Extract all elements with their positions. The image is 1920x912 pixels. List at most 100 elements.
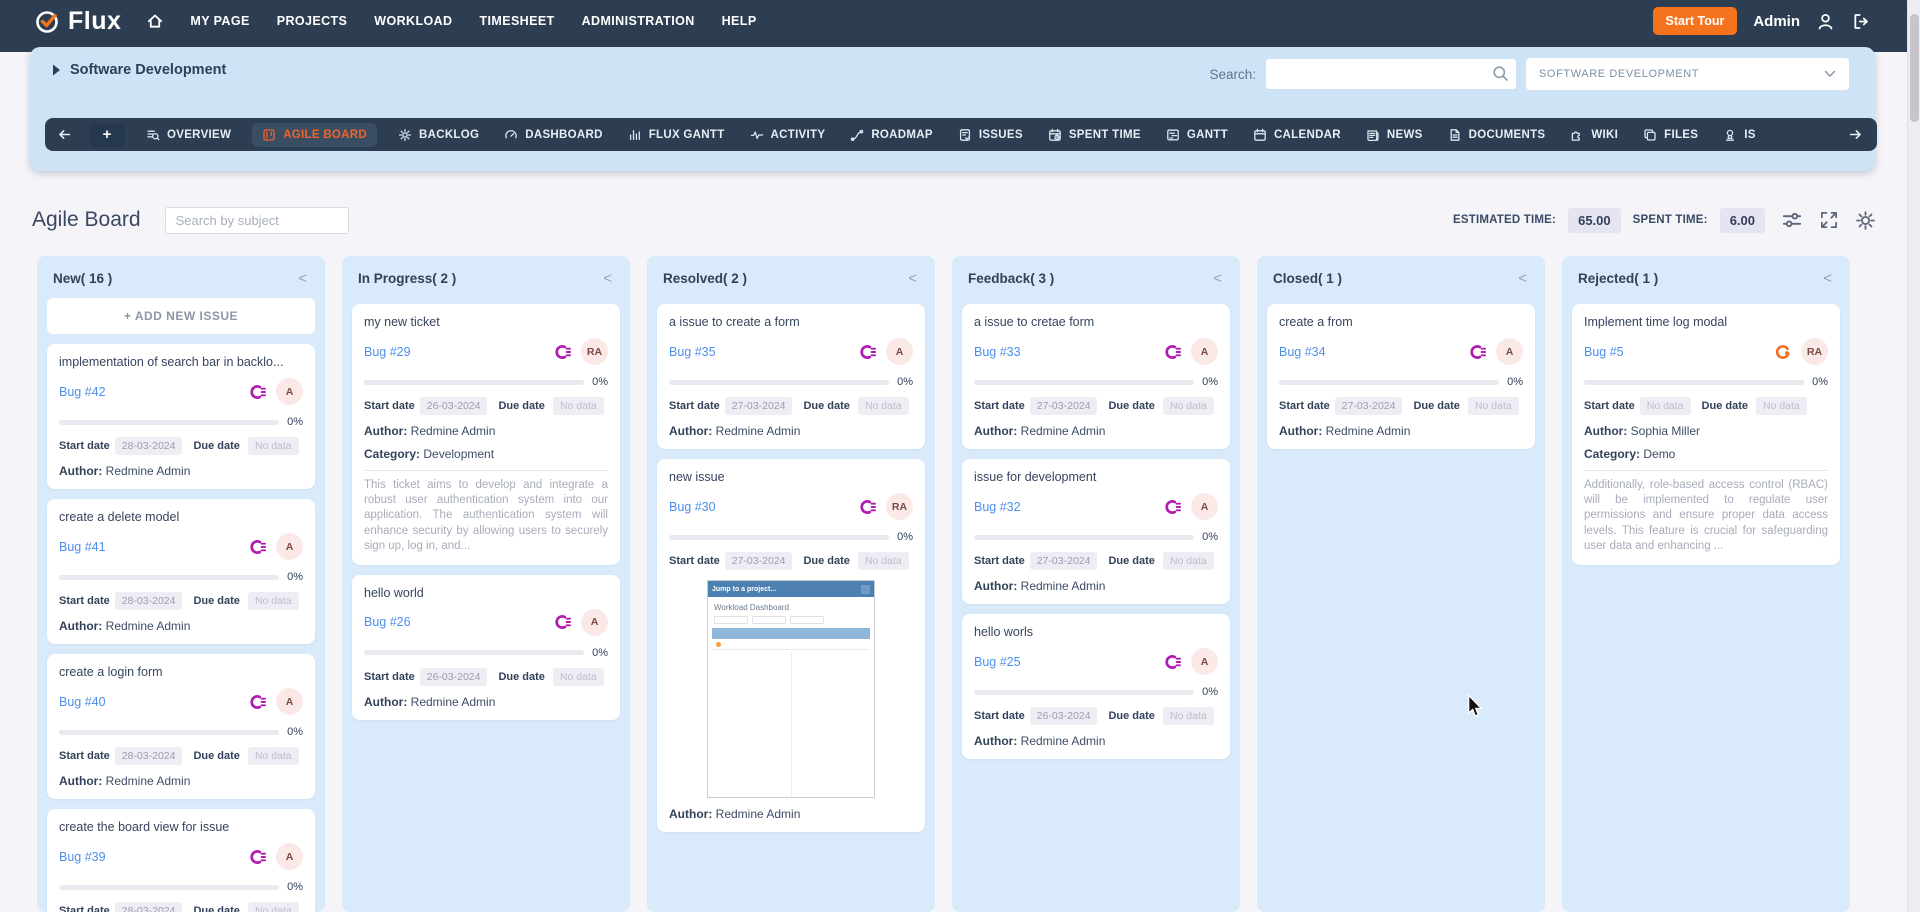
- due-date-value: No data: [1162, 707, 1214, 725]
- collapse-column-icon[interactable]: <: [1213, 270, 1222, 287]
- board-column-resolved: Resolved( 2 ) < a issue to create a form Bu…: [647, 256, 935, 912]
- issue-title: create a from: [1279, 315, 1353, 329]
- collapse-column-icon[interactable]: <: [908, 270, 917, 287]
- tabs-scroll-right-icon[interactable]: [1848, 127, 1863, 142]
- due-date-label: Due date: [1108, 710, 1155, 722]
- issue-link[interactable]: Bug #40: [59, 694, 106, 709]
- start-date-value: 27-03-2024: [1029, 552, 1098, 570]
- issue-card[interactable]: new issue Bug #30 RA 0% Start date 27-03-2024…: [657, 459, 925, 832]
- collapse-column-icon[interactable]: <: [1518, 270, 1527, 287]
- nav-item-administration[interactable]: ADMINISTRATION: [581, 14, 695, 28]
- tabs-scroll-left-icon[interactable]: [57, 127, 72, 142]
- tab-wiki[interactable]: WIKI: [1566, 123, 1622, 147]
- issue-link[interactable]: Bug #41: [59, 539, 106, 554]
- page-scrollbar[interactable]: [1907, 0, 1920, 912]
- start-tour-button[interactable]: Start Tour: [1652, 7, 1738, 35]
- issue-link[interactable]: Bug #39: [59, 849, 106, 864]
- issue-link[interactable]: Bug #34: [1279, 344, 1326, 359]
- issue-author: Author: Redmine Admin: [59, 464, 191, 478]
- issue-link[interactable]: Bug #35: [669, 344, 716, 359]
- issue-card[interactable]: a issue to cretae form Bug #33 A 0% Start da…: [962, 304, 1230, 449]
- spent-time-value: 6.00: [1719, 207, 1765, 233]
- logout-icon[interactable]: [1851, 12, 1870, 31]
- user-name[interactable]: Admin: [1753, 12, 1800, 30]
- issue-card[interactable]: implementation of search bar in backlo..…: [47, 344, 315, 489]
- nav-item-timesheet[interactable]: TIMESHEET: [479, 14, 555, 28]
- due-date-value: No data: [247, 902, 299, 912]
- thumbnail-body: Workload Dashboard: [708, 603, 874, 797]
- tab-is[interactable]: IS: [1719, 123, 1759, 147]
- nav-item-workload[interactable]: WORKLOAD: [374, 14, 453, 28]
- thumbnail-header-text: Jump to a project...: [712, 585, 777, 593]
- tab-overview[interactable]: OVERVIEW: [142, 123, 235, 147]
- progress-bar: [1584, 379, 1805, 385]
- tab-activity[interactable]: ACTIVITY: [746, 123, 830, 147]
- bug-tracker-icon: [858, 344, 877, 360]
- fullscreen-icon[interactable]: [1819, 210, 1839, 230]
- issue-link[interactable]: Bug #29: [364, 344, 411, 359]
- issue-card[interactable]: issue for development Bug #32 A 0% Start dat…: [962, 459, 1230, 604]
- bug-tracker-icon: [1163, 344, 1182, 360]
- tab-files[interactable]: FILES: [1639, 123, 1702, 147]
- search-label: Search:: [1209, 66, 1256, 82]
- issue-card[interactable]: hello worls Bug #25 A 0% Start date 26-03-202…: [962, 614, 1230, 759]
- subject-search-input[interactable]: [164, 206, 349, 234]
- issue-link[interactable]: Bug #30: [669, 499, 716, 514]
- collapse-column-icon[interactable]: <: [298, 270, 307, 287]
- overview-icon: [146, 128, 160, 142]
- tab-documents[interactable]: DOCUMENTS: [1444, 123, 1550, 147]
- issue-link[interactable]: Bug #33: [974, 344, 1021, 359]
- due-date-label: Due date: [498, 400, 545, 412]
- issue-link[interactable]: Bug #25: [974, 654, 1021, 669]
- collapse-column-icon[interactable]: <: [603, 270, 612, 287]
- issue-card[interactable]: create a from Bug #34 A 0% Start date 27-03-2…: [1267, 304, 1535, 449]
- issue-card[interactable]: a issue to create a form Bug #35 A 0% Start …: [657, 304, 925, 449]
- home-icon[interactable]: [147, 13, 163, 29]
- tab-spent-time[interactable]: SPENT TIME: [1044, 123, 1145, 147]
- issue-card[interactable]: my new ticket Bug #29 RA 0% Start date 26-03-…: [352, 304, 620, 565]
- user-icon[interactable]: [1816, 12, 1835, 31]
- issue-card[interactable]: create a delete model Bug #41 A 0% Start dat…: [47, 499, 315, 644]
- nav-item-my-page[interactable]: MY PAGE: [190, 14, 250, 28]
- due-date-value: No data: [857, 552, 909, 570]
- tab-roadmap[interactable]: ROADMAP: [846, 123, 937, 147]
- board-column-new: New( 16 ) < + ADD NEW ISSUE implementation …: [37, 256, 325, 912]
- issue-link[interactable]: Bug #32: [974, 499, 1021, 514]
- tab-label: ROADMAP: [871, 128, 933, 141]
- add-tab-button[interactable]: +: [89, 122, 125, 147]
- tab-label: IS: [1744, 128, 1756, 141]
- add-new-issue-button[interactable]: + ADD NEW ISSUE: [47, 298, 315, 334]
- tab-calendar[interactable]: CALENDAR: [1249, 123, 1345, 147]
- scrollbar-thumb[interactable]: [1910, 14, 1919, 122]
- tab-gantt[interactable]: GANTT: [1162, 123, 1232, 147]
- tab-flux-gantt[interactable]: FLUX GANTT: [624, 123, 729, 147]
- project-selector[interactable]: SOFTWARE DEVELOPMENT: [1526, 58, 1849, 90]
- issue-card[interactable]: Implement time log modal Bug #5 RA 0% Start …: [1572, 304, 1840, 565]
- nav-item-projects[interactable]: PROJECTS: [276, 14, 348, 28]
- collapse-column-icon[interactable]: <: [1823, 270, 1832, 287]
- filter-sliders-icon[interactable]: [1781, 209, 1803, 231]
- issue-card[interactable]: hello world Bug #26 A 0% Start date 26-03-202…: [352, 574, 620, 720]
- start-date-value: 28-03-2024: [114, 902, 183, 912]
- attachment-thumbnail[interactable]: Jump to a project... Workload Dashboard: [707, 580, 875, 798]
- search-box[interactable]: [1266, 59, 1516, 89]
- avatar: A: [276, 378, 303, 405]
- issue-card[interactable]: create the board view for issue Bug #39 A 0…: [47, 809, 315, 912]
- issue-author: Author: Redmine Admin: [974, 424, 1106, 438]
- issue-card[interactable]: create a login form Bug #40 A 0% Start date 2…: [47, 654, 315, 799]
- tab-dashboard[interactable]: DASHBOARD: [500, 123, 606, 147]
- tab-label: NEWS: [1386, 128, 1423, 141]
- tab-issues[interactable]: ISSUES: [954, 123, 1027, 147]
- settings-gear-icon[interactable]: [1855, 210, 1876, 231]
- nav-item-help[interactable]: HELP: [721, 14, 757, 28]
- search-input[interactable]: [1266, 59, 1516, 89]
- flux-logo[interactable]: Flux: [34, 7, 121, 36]
- issue-link[interactable]: Bug #42: [59, 384, 106, 399]
- breadcrumb[interactable]: Software Development: [52, 62, 226, 78]
- tab-backlog[interactable]: BACKLOG: [394, 123, 483, 147]
- issue-link[interactable]: Bug #5: [1584, 344, 1624, 359]
- chevron-down-icon: [1824, 70, 1836, 78]
- tab-agile-board[interactable]: AGILE BOARD: [252, 122, 377, 147]
- issue-link[interactable]: Bug #26: [364, 615, 411, 630]
- tab-news[interactable]: NEWS: [1362, 123, 1427, 147]
